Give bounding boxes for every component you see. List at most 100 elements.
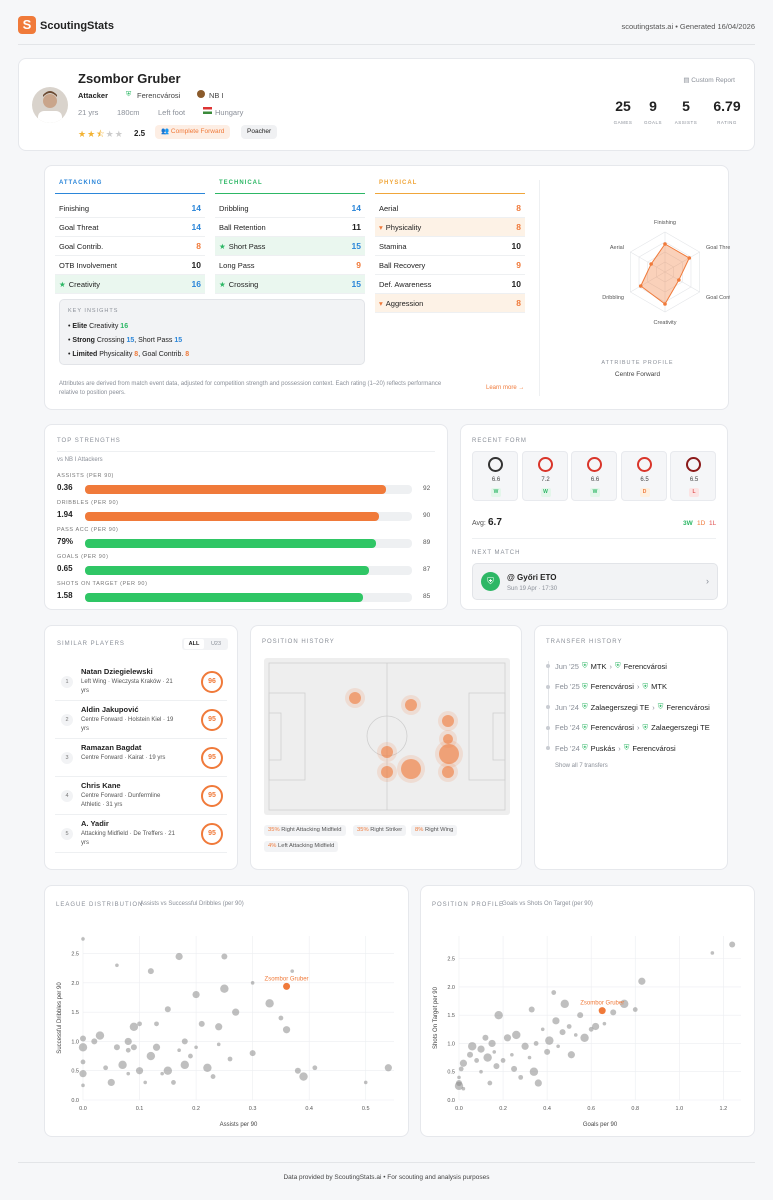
similar-player-row[interactable]: 4 Chris Kane Centre Forward · Dunfermline A… bbox=[55, 777, 227, 815]
radar-axis bbox=[664, 271, 700, 293]
x-tick-label: 0.0 bbox=[79, 1106, 87, 1112]
rank-index: 3 bbox=[61, 752, 73, 764]
position-tag: 8% Right Wing bbox=[411, 825, 458, 836]
similar-player-row[interactable]: 3 Ramazan Bagdat Centre Forward · Kairat ·… bbox=[55, 739, 227, 777]
transfer-row[interactable]: Feb '25 ⛨ Ferencvárosi › ⛨ MTK bbox=[555, 681, 667, 692]
club-icon: ⛨ bbox=[582, 702, 588, 711]
form-game-tile[interactable]: 6.6 W bbox=[571, 451, 617, 501]
transfer-row[interactable]: Feb '24 ⛨ Puskás › ⛨ Ferencvárosi bbox=[555, 743, 676, 753]
transfer-row[interactable]: Feb '24 ⛨ Ferencvárosi › ⛨ Zalaegerszegi TE bbox=[555, 722, 710, 733]
player-height: 180cm bbox=[117, 108, 140, 117]
scatter-point bbox=[177, 1048, 181, 1053]
scatter-point bbox=[278, 1015, 284, 1021]
position-history-card: POSITION HISTORY 35% Right Attacking Mid… bbox=[250, 625, 522, 870]
attr-crossing[interactable]: ★ Crossing 15 bbox=[215, 275, 365, 294]
transfer-row[interactable]: Jun '24 ⛨ Zalaegerszegi TE › ⛨ Ferencvárosi bbox=[555, 702, 710, 712]
player-club[interactable]: Ferencvárosi bbox=[137, 91, 181, 100]
timeline-dot bbox=[546, 705, 550, 709]
attr-stamina[interactable]: Stamina 10 bbox=[375, 237, 525, 256]
heat-spot bbox=[349, 692, 361, 704]
attr-dribbling[interactable]: Dribbling 14 bbox=[215, 199, 365, 218]
strength-bar-fill bbox=[85, 485, 386, 494]
attr-otb-involvement[interactable]: OTB Involvement 10 bbox=[55, 256, 205, 275]
strength-bar bbox=[85, 485, 412, 494]
scatter-point bbox=[129, 1022, 139, 1031]
attr-short-pass[interactable]: ★ Short Pass 15 bbox=[215, 237, 365, 256]
player-league[interactable]: NB I bbox=[209, 91, 224, 100]
strength-bar bbox=[85, 539, 412, 548]
similar-player-row[interactable]: 5 A. Yadir Attacking Midfield · De Treffer… bbox=[55, 815, 227, 853]
highlight-point[interactable] bbox=[598, 1007, 606, 1015]
y-tick-label: 0.5 bbox=[71, 1069, 79, 1075]
x-axis-label: Goals per 90 bbox=[583, 1122, 618, 1128]
left-six bbox=[268, 712, 282, 761]
x-tick-label: 0.3 bbox=[249, 1106, 257, 1112]
tab-u23[interactable]: U23 bbox=[210, 641, 222, 647]
scatter-point bbox=[492, 1050, 497, 1054]
timeline-dot bbox=[546, 746, 550, 750]
attr-creativity[interactable]: ★ Creativity 16 bbox=[55, 275, 205, 294]
scatter-point bbox=[384, 1064, 392, 1072]
custom-report-button[interactable]: ▤ Custom Report bbox=[683, 77, 735, 84]
player-position: Attacker bbox=[78, 91, 109, 100]
highlight-label: Zsombor Gruber bbox=[265, 976, 309, 982]
scatter-point bbox=[147, 968, 154, 975]
form-game-tile[interactable]: 6.6 W bbox=[472, 451, 518, 501]
next-match-box[interactable]: ⛨ @ Győri ETO Sun 19 Apr · 17:30 › bbox=[472, 563, 718, 600]
scatter-point bbox=[479, 1069, 483, 1074]
attr-ball-retention[interactable]: Ball Retention 11 bbox=[215, 218, 365, 237]
form-game-tile[interactable]: 6.5 L bbox=[670, 451, 716, 501]
scatter-point bbox=[282, 1026, 291, 1034]
similar-player-details-cont: yrs bbox=[81, 840, 89, 846]
tab-all[interactable]: ALL bbox=[184, 639, 204, 649]
radar-point bbox=[649, 262, 653, 266]
attr-long-pass[interactable]: Long Pass 9 bbox=[215, 256, 365, 275]
tag-complete-forward[interactable]: 👥 Complete Forward bbox=[155, 125, 231, 139]
tag-poacher[interactable]: Poacher bbox=[241, 125, 278, 139]
scatter-point bbox=[503, 1034, 512, 1042]
avatar bbox=[32, 87, 68, 123]
show-all-transfers-link[interactable]: Show all 7 transfers bbox=[555, 763, 608, 769]
scatter-point bbox=[180, 1060, 189, 1070]
attr-ball-recovery[interactable]: Ball Recovery 9 bbox=[375, 256, 525, 275]
stat-rating-value: 6.79 bbox=[713, 98, 741, 114]
radar-point bbox=[663, 302, 667, 306]
star-icon: ★ bbox=[219, 241, 226, 251]
attr-aggression[interactable]: ▾ Aggression 8 bbox=[375, 294, 525, 313]
scatter-point bbox=[135, 1067, 144, 1075]
attr-goal-contrib[interactable]: Goal Contrib. 8 bbox=[55, 237, 205, 256]
scatter-point bbox=[175, 952, 183, 961]
scatter-point bbox=[154, 1021, 159, 1027]
form-game-tile[interactable]: 6.5 D bbox=[620, 451, 667, 501]
transfer-row[interactable]: Jun '25 ⛨ MTK › ⛨ Ferencvárosi bbox=[555, 661, 667, 671]
player-foot: Left foot bbox=[158, 108, 186, 117]
similar-player-row[interactable]: 1 Natan Dziegielewski Left Wing · Wieczyst… bbox=[55, 663, 227, 701]
scatter-point bbox=[533, 1041, 539, 1046]
similarity-score: 95 bbox=[201, 747, 223, 769]
attr-finishing[interactable]: Finishing 14 bbox=[55, 199, 205, 218]
attr-goal-threat[interactable]: Goal Threat 14 bbox=[55, 218, 205, 237]
scatter-point bbox=[130, 1044, 137, 1051]
scatter-point bbox=[164, 1006, 171, 1013]
radar-point bbox=[663, 242, 667, 246]
attr-aerial[interactable]: Aerial 8 bbox=[375, 199, 525, 218]
insight-1: • Elite Creativity 16 bbox=[68, 323, 129, 330]
form-game-result: W bbox=[491, 488, 501, 497]
learn-more-link[interactable]: Learn more → bbox=[486, 385, 525, 391]
scatter-point bbox=[560, 999, 569, 1009]
scatter-point bbox=[78, 1043, 88, 1052]
form-title: RECENT FORM bbox=[472, 438, 527, 444]
strength-bar bbox=[85, 512, 412, 521]
form-game-tile[interactable]: 7.2 W bbox=[521, 451, 568, 501]
attr-def-awareness[interactable]: Def. Awareness 10 bbox=[375, 275, 525, 294]
logo-icon: S bbox=[18, 16, 36, 34]
highlight-point[interactable] bbox=[283, 982, 291, 990]
similar-player-row[interactable]: 2 Aldin Jakupović Centre Forward · Holstei… bbox=[55, 701, 227, 739]
scatter-point bbox=[457, 1075, 461, 1080]
strength-percentile: 92 bbox=[423, 485, 431, 492]
attr-physicality[interactable]: ▾ Physicality 8 bbox=[375, 218, 525, 237]
scatter-point bbox=[567, 1051, 575, 1059]
form-game-rating: 6.6 bbox=[491, 477, 501, 483]
scatter-point bbox=[710, 951, 715, 955]
club-icon: ⛨ bbox=[582, 743, 588, 752]
